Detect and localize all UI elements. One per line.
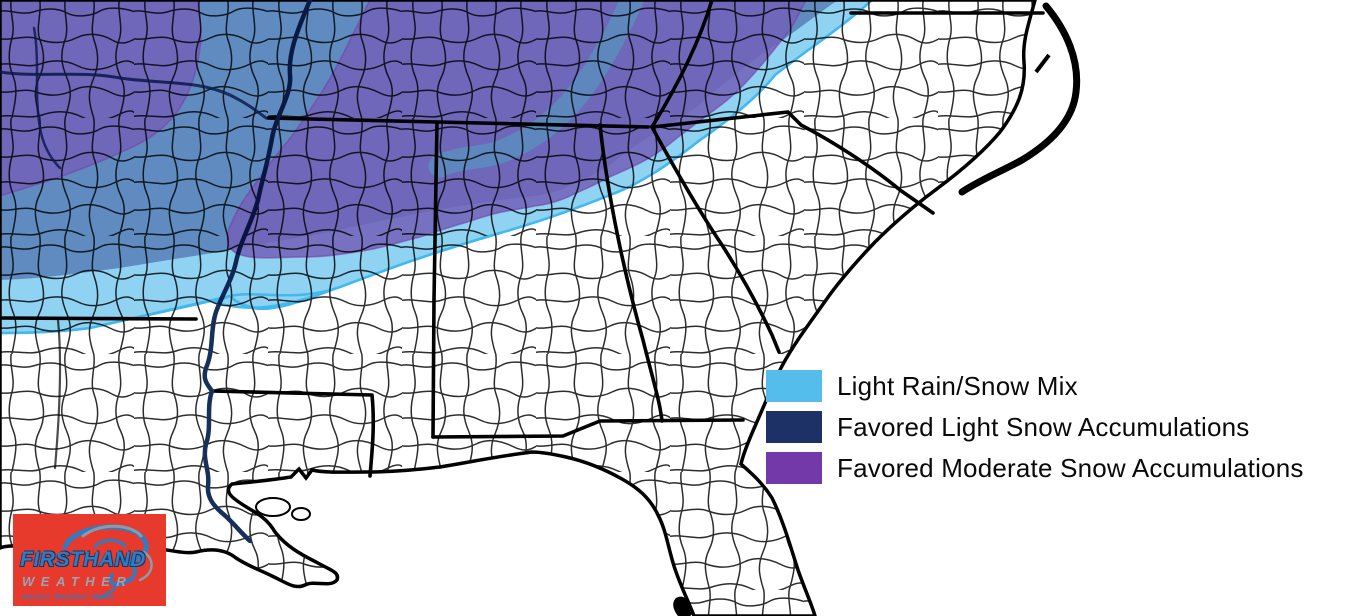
legend-label: Light Rain/Snow Mix: [837, 371, 1078, 401]
overlay-light-snow-channel: [428, 0, 644, 178]
border-la-ms: [210, 389, 376, 478]
overlay-favored-moderate-snow-east: [226, 0, 807, 259]
tornado-icon: [62, 524, 153, 600]
logo-tagline: Severe Weather Mode: [22, 592, 116, 601]
legend-swatch-light-rain-snow-mix: [766, 370, 822, 402]
legend-label: Favored Light Snow Accumulations: [837, 412, 1250, 442]
logo-brand-text: FIRSTHAND: [20, 548, 146, 571]
legend-item-favored-moderate-snow: Favored Moderate Snow Accumulations: [766, 452, 1304, 484]
lake-pontchartrain: [255, 497, 291, 517]
border-la-minor: [53, 318, 62, 470]
lake-maurepas: [291, 507, 311, 521]
legend-label: Favored Moderate Snow Accumulations: [837, 453, 1304, 483]
logo-sub-text: WEATHER: [22, 574, 133, 589]
firsthand-weather-logo: FIRSTHAND WEATHER Severe Weather Mode: [13, 514, 166, 606]
legend-item-light-rain-snow-mix: Light Rain/Snow Mix: [766, 370, 1304, 402]
border-nc-sc: [650, 110, 935, 215]
legend-swatch-favored-light-snow: [766, 411, 822, 443]
legend-item-favored-light-snow: Favored Light Snow Accumulations: [766, 411, 1304, 443]
border-al-fl: [431, 418, 745, 439]
coastal-details: [255, 2, 1081, 616]
legend-swatch-favored-moderate-snow: [766, 452, 822, 484]
overlay-favored-moderate-snow-west: [0, 0, 202, 197]
tampa-bay: [673, 596, 692, 616]
outer-banks: [958, 2, 1081, 196]
legend: Light Rain/Snow Mix Favored Light Snow A…: [766, 370, 1304, 484]
outer-banks-spur: [1034, 53, 1051, 74]
